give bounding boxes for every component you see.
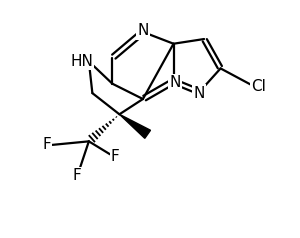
Text: F: F xyxy=(73,168,82,183)
Text: F: F xyxy=(111,149,120,164)
Text: N: N xyxy=(194,86,205,101)
Text: F: F xyxy=(42,137,51,152)
Text: Cl: Cl xyxy=(251,79,266,94)
Text: N: N xyxy=(137,23,148,38)
Text: N: N xyxy=(169,75,180,90)
Polygon shape xyxy=(119,114,151,138)
Text: HN: HN xyxy=(70,54,93,69)
